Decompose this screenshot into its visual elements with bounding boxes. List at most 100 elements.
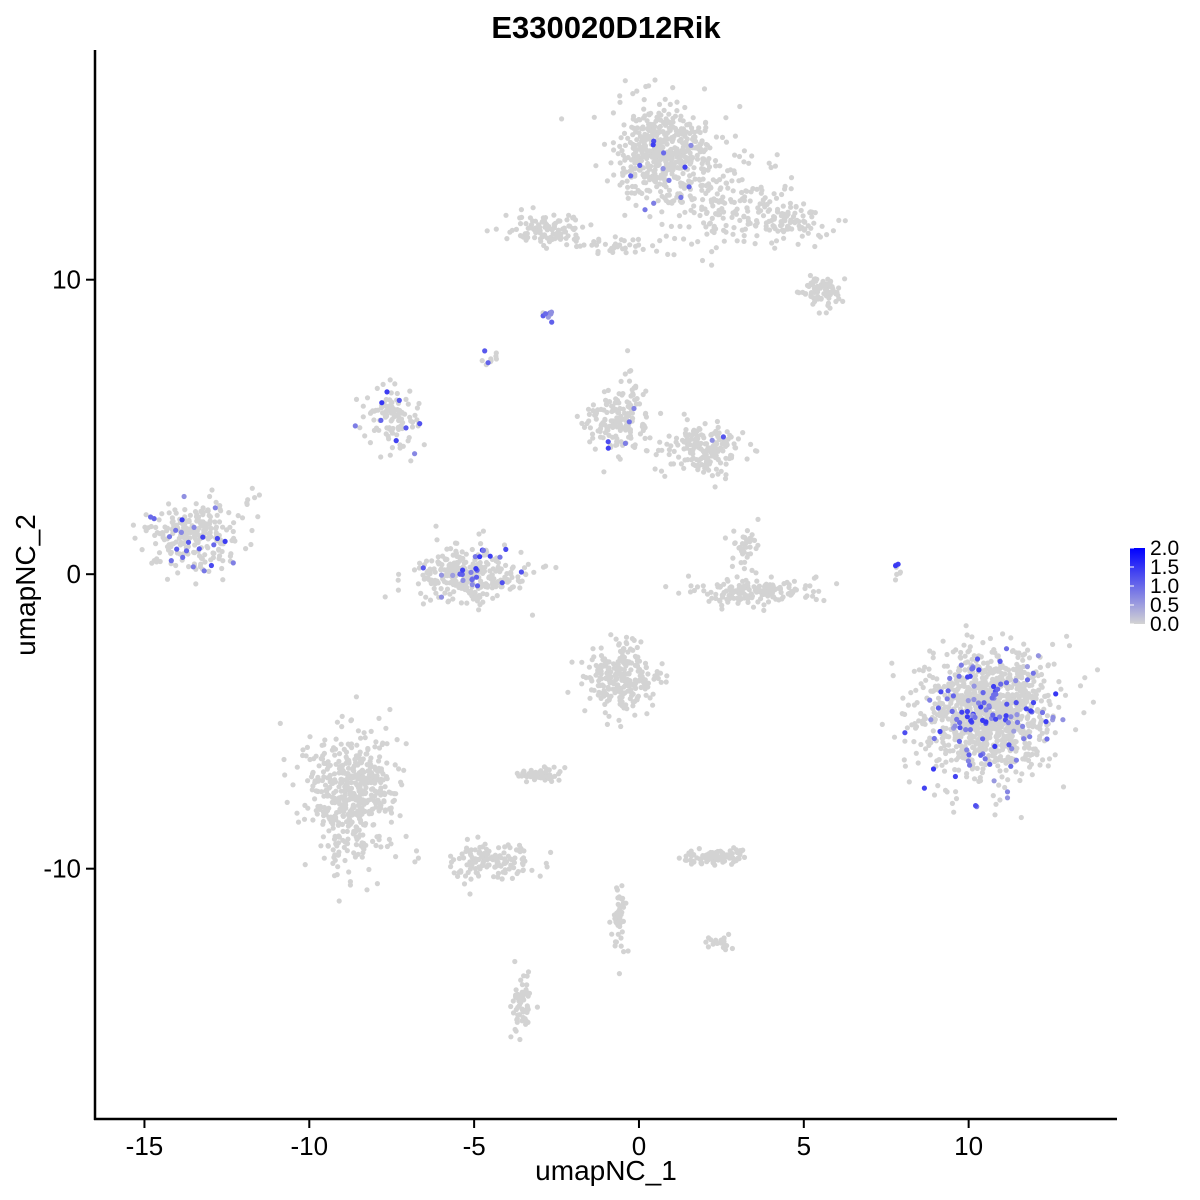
cell-point — [613, 939, 620, 945]
cell-point — [652, 77, 658, 83]
cell-point — [989, 748, 995, 754]
cell-point — [763, 220, 770, 226]
cell-point — [636, 130, 642, 136]
cell-point — [362, 735, 368, 741]
cell-point — [742, 226, 749, 232]
cell-point — [720, 173, 726, 179]
cell-point — [360, 414, 366, 420]
cell-point — [768, 164, 774, 171]
cell-point — [313, 788, 319, 794]
cell-point — [1008, 635, 1014, 641]
cell-point — [179, 534, 185, 540]
cell-point — [721, 581, 727, 587]
cell-point — [952, 767, 958, 773]
cell-point — [200, 509, 206, 515]
cell-point — [1021, 680, 1027, 687]
cell-point — [386, 836, 392, 843]
cell-point — [569, 659, 575, 665]
cell-point — [382, 784, 388, 790]
cell-point — [526, 771, 532, 777]
cell-point — [788, 175, 795, 181]
cell-point — [757, 588, 763, 594]
cell-point — [1002, 784, 1008, 791]
cell-point — [748, 591, 755, 597]
cell-point — [996, 782, 1002, 788]
cell-point — [509, 875, 515, 882]
cell-point — [1039, 684, 1045, 690]
cell-point — [587, 439, 593, 445]
cell-point — [699, 257, 706, 264]
cell-point — [932, 701, 938, 707]
cell-point — [703, 125, 709, 131]
cell-point — [423, 558, 430, 564]
cell-point — [344, 828, 350, 835]
cell-point — [403, 741, 409, 747]
cell-point — [249, 527, 255, 534]
cell-point — [709, 215, 715, 221]
cell-point — [617, 696, 624, 702]
cell-point — [388, 790, 394, 796]
cell-point — [394, 432, 400, 438]
cell-point — [785, 211, 791, 217]
cell-point — [423, 594, 429, 600]
cell-point — [792, 219, 798, 225]
cell-point — [710, 859, 716, 865]
cell-point — [467, 850, 473, 856]
cell-point — [368, 796, 374, 802]
cell-point — [911, 668, 917, 674]
cell-point — [474, 598, 480, 604]
cell-point — [760, 197, 766, 203]
cell-point — [339, 821, 345, 828]
cell-point — [1015, 671, 1021, 677]
cell-point — [564, 242, 570, 248]
cell-point — [600, 657, 606, 663]
cell-point — [657, 238, 663, 244]
cell-point — [696, 425, 702, 432]
cell-point — [796, 218, 802, 225]
cell-point — [706, 221, 713, 227]
cell-point — [480, 528, 486, 534]
cell-point — [153, 541, 159, 547]
cell-point — [566, 212, 572, 218]
cell-point — [318, 756, 324, 762]
cell-point — [689, 241, 695, 247]
cell-point — [433, 590, 439, 596]
cell-point — [641, 97, 647, 103]
cell-point — [1032, 689, 1038, 695]
cell-point — [336, 833, 342, 839]
cell-point — [177, 542, 183, 548]
cell-point — [793, 203, 799, 210]
cell-point — [415, 855, 421, 861]
cell-point — [206, 535, 212, 541]
cell-point — [1039, 709, 1046, 716]
cell-point — [557, 218, 563, 224]
cell-point — [1064, 633, 1070, 639]
cell-point — [666, 111, 672, 117]
cell-point — [812, 276, 818, 282]
cell-point — [166, 501, 172, 507]
cell-point — [202, 559, 208, 565]
cell-point — [946, 704, 952, 710]
cell-point — [645, 162, 651, 168]
cell-point — [347, 882, 353, 888]
cell-point — [382, 807, 389, 813]
cell-point — [696, 846, 702, 852]
cell-point — [514, 770, 520, 777]
cell-point — [702, 421, 708, 427]
cell-point — [509, 227, 515, 233]
cell-point — [344, 819, 350, 825]
cell-point — [734, 238, 740, 244]
cell-point — [967, 727, 974, 733]
cell-point — [331, 790, 337, 796]
cell-point — [160, 532, 166, 538]
cell-point — [310, 817, 316, 823]
cell-point — [363, 785, 369, 791]
cell-point — [658, 410, 664, 416]
cell-point — [606, 659, 612, 665]
cell-point — [345, 836, 351, 842]
cell-point — [746, 160, 752, 166]
cell-point — [714, 418, 721, 425]
cell-point — [736, 545, 742, 551]
cell-point — [946, 742, 952, 748]
